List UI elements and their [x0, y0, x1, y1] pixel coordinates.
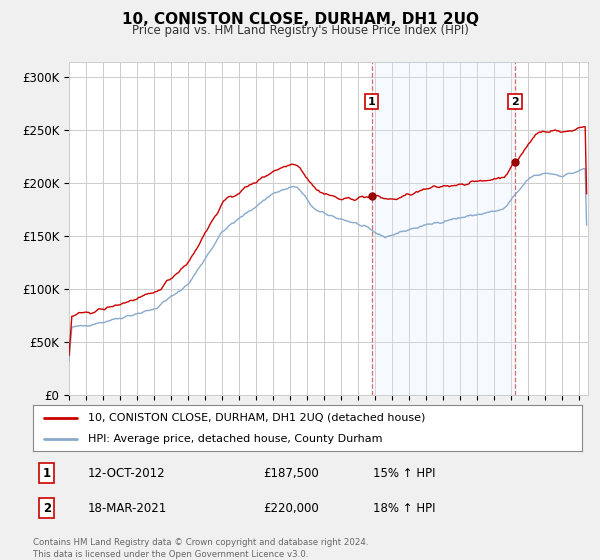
- Text: Contains HM Land Registry data © Crown copyright and database right 2024.
This d: Contains HM Land Registry data © Crown c…: [33, 538, 368, 559]
- Text: 10, CONISTON CLOSE, DURHAM, DH1 2UQ: 10, CONISTON CLOSE, DURHAM, DH1 2UQ: [121, 12, 479, 27]
- Text: 18-MAR-2021: 18-MAR-2021: [88, 502, 167, 515]
- Text: 10, CONISTON CLOSE, DURHAM, DH1 2UQ (detached house): 10, CONISTON CLOSE, DURHAM, DH1 2UQ (det…: [88, 413, 425, 423]
- Bar: [372, 62, 515, 395]
- Text: HPI: Average price, detached house, County Durham: HPI: Average price, detached house, Coun…: [88, 435, 382, 444]
- Text: 18% ↑ HPI: 18% ↑ HPI: [373, 502, 436, 515]
- Text: 1: 1: [43, 466, 51, 480]
- Text: 2: 2: [43, 502, 51, 515]
- Text: £187,500: £187,500: [263, 466, 319, 480]
- Text: 15% ↑ HPI: 15% ↑ HPI: [373, 466, 436, 480]
- Text: 2: 2: [511, 96, 519, 106]
- Text: £220,000: £220,000: [263, 502, 319, 515]
- Text: Price paid vs. HM Land Registry's House Price Index (HPI): Price paid vs. HM Land Registry's House …: [131, 24, 469, 36]
- Text: 12-OCT-2012: 12-OCT-2012: [88, 466, 166, 480]
- Text: 1: 1: [368, 96, 376, 106]
